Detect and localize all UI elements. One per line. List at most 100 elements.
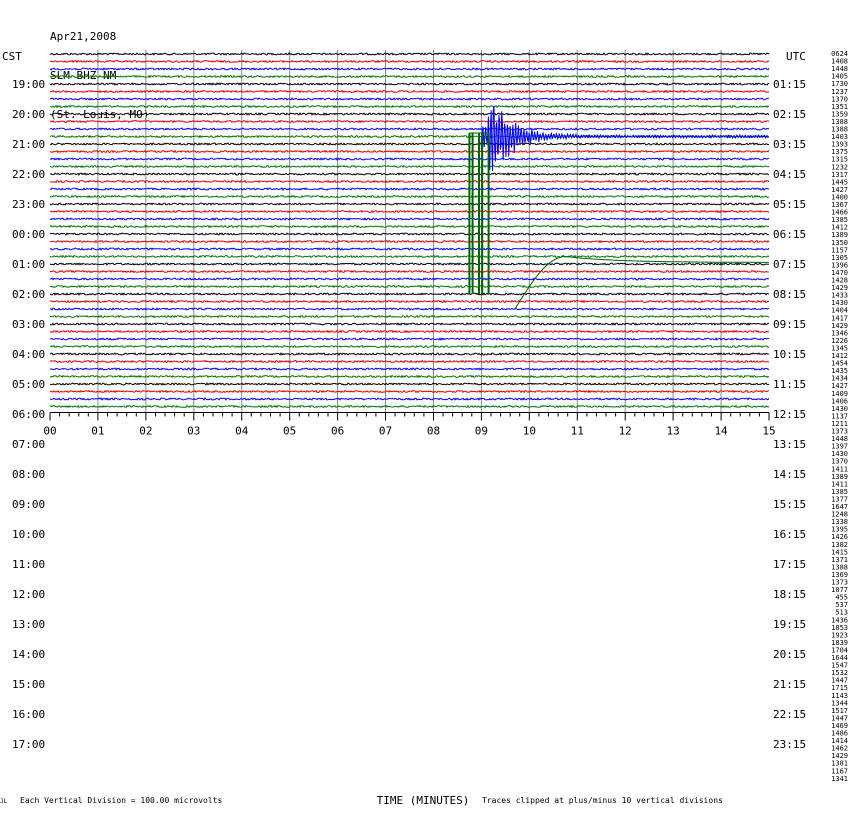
trace-value: 1486 <box>831 730 848 738</box>
x-tick-label: 10 <box>523 425 536 438</box>
left-time-label: 21:00 <box>12 138 45 151</box>
x-tick-label: 15 <box>762 425 775 438</box>
trace-line <box>49 59 770 64</box>
trace-value: 1436 <box>831 616 848 624</box>
trace-line <box>49 277 769 281</box>
right-time-label: 16:15 <box>773 528 806 541</box>
left-time-label: 16:00 <box>12 708 45 721</box>
trace-value: 1381 <box>831 760 848 768</box>
trace-value: 1430 <box>831 405 848 413</box>
left-time-label: 22:00 <box>12 168 45 181</box>
right-time-label: 08:15 <box>773 288 806 301</box>
trace-value: 1397 <box>831 443 848 451</box>
trace-line <box>49 179 770 184</box>
left-time-label: 07:00 <box>12 438 45 451</box>
trace-value: 1644 <box>831 654 848 662</box>
trace-line <box>49 202 770 206</box>
trace-value: 1462 <box>831 745 848 753</box>
trace-value: 1426 <box>831 533 848 541</box>
trace-value: 1647 <box>831 503 848 511</box>
trace-value: 1417 <box>831 314 848 322</box>
trace-value: 0624 <box>831 50 848 58</box>
trace-value: 1409 <box>831 390 848 398</box>
trace-value: 1429 <box>831 752 848 760</box>
trace-value: 1429 <box>831 284 848 292</box>
x-axis-title: TIME (MINUTES) <box>377 794 470 807</box>
trace-value: 1454 <box>831 360 848 368</box>
trace-value: 1406 <box>831 397 848 405</box>
trace-value: 1371 <box>831 556 848 564</box>
trace-value: 1248 <box>831 511 848 519</box>
left-time-label: 05:00 <box>12 378 45 391</box>
trace-value: 1430 <box>831 450 848 458</box>
trace-value: 1377 <box>831 495 848 503</box>
trace-value: 1839 <box>831 639 848 647</box>
trace-line <box>49 97 770 101</box>
trace-line <box>49 82 769 86</box>
trace-value: 1435 <box>831 367 848 375</box>
x-tick-label: 01 <box>91 425 104 438</box>
trace-value: 1344 <box>831 699 848 707</box>
trace-line <box>49 292 770 296</box>
right-time-label: 03:15 <box>773 138 806 151</box>
trace-value: 1077 <box>831 586 848 594</box>
trace-value: 1411 <box>831 465 848 473</box>
trace-value: 1445 <box>831 178 848 186</box>
right-time-label: 23:15 <box>773 738 806 751</box>
x-tick-label: 05 <box>283 425 296 438</box>
right-time-label: 01:15 <box>773 78 806 91</box>
trace-line <box>49 67 770 71</box>
trace-line <box>49 194 770 199</box>
x-tick-label: 13 <box>667 425 680 438</box>
left-time-label: 06:00 <box>12 408 45 421</box>
trace-value: 1232 <box>831 163 848 171</box>
trace-value: 1447 <box>831 714 848 722</box>
trace-line <box>49 112 770 116</box>
trace-line <box>49 382 770 386</box>
trace-value: 1385 <box>831 488 848 496</box>
trace-value: 455 <box>835 594 848 602</box>
trace-value: 1167 <box>831 767 848 775</box>
trace-value: 1411 <box>831 480 848 488</box>
trace-line <box>49 104 770 109</box>
left-time-label: 19:00 <box>12 78 45 91</box>
header-station: SLM BHZ NM <box>50 69 117 82</box>
right-time-label: 12:15 <box>773 408 806 421</box>
trace-value: 1388 <box>831 118 848 126</box>
trace-line <box>49 127 770 131</box>
trace-value: 1385 <box>831 216 848 224</box>
right-time-label: 22:15 <box>773 708 806 721</box>
trace-value: 1429 <box>831 322 848 330</box>
footer-clip-note: Traces clipped at plus/minus 10 vertical… <box>482 796 723 805</box>
trace-line <box>49 262 770 266</box>
trace-value: 537 <box>835 601 848 609</box>
trace-value: 1517 <box>831 707 848 715</box>
trace-line <box>49 239 770 244</box>
recovery-curve <box>514 255 769 310</box>
trace-line <box>49 307 770 311</box>
trace-line <box>49 187 770 191</box>
trace-line <box>49 367 770 371</box>
trace-value: 1157 <box>831 246 848 254</box>
trace-line <box>49 52 770 56</box>
trace-value: 1469 <box>831 722 848 730</box>
trace-line <box>50 314 770 319</box>
trace-value: 1359 <box>831 110 848 118</box>
trace-line <box>49 374 770 379</box>
trace-value: 1400 <box>831 193 848 201</box>
trace-line <box>49 284 770 289</box>
right-time-label: 20:15 <box>773 648 806 661</box>
trace-value: 1414 <box>831 737 848 745</box>
trace-value: 1350 <box>831 239 848 247</box>
left-time-label: 01:00 <box>12 258 45 271</box>
events <box>468 105 769 310</box>
right-time-label: 17:15 <box>773 558 806 571</box>
x-tick-label: 03 <box>187 425 200 438</box>
right-time-label: 14:15 <box>773 468 806 481</box>
right-time-label: 04:15 <box>773 168 806 181</box>
trace-value: 1395 <box>831 526 848 534</box>
trace-value: 1448 <box>831 65 848 73</box>
trace-line <box>49 247 770 251</box>
left-zone-label: CST <box>2 50 22 63</box>
right-time-label: 07:15 <box>773 258 806 271</box>
